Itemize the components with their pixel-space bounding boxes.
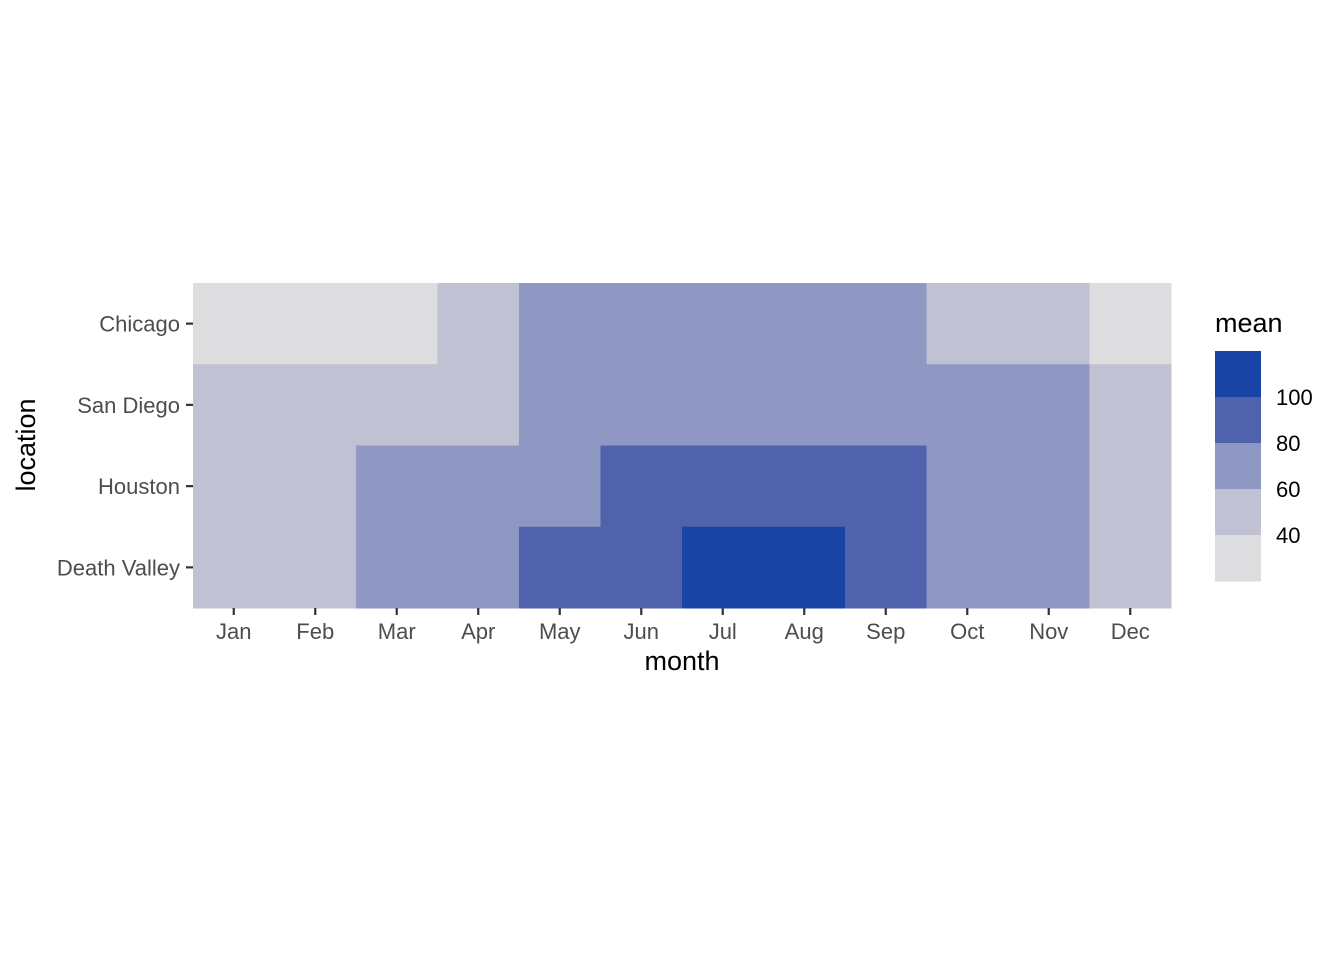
heatmap-cell-houston-nov [1008,445,1090,528]
legend-key [1215,443,1261,490]
heatmap-cell-death-valley-mar [356,526,438,609]
y-tick-label: Death Valley [57,555,180,580]
heatmap-cell-san-diego-apr [437,364,520,446]
heatmap-cell-san-diego-jun [600,364,683,446]
heatmap-cell-houston-apr [437,445,520,528]
x-tick-label: Jan [216,619,251,644]
heatmap-cell-chicago-mar [356,283,438,365]
heatmap-cell-chicago-aug [763,283,846,365]
legend-label: 40 [1276,523,1300,548]
x-tick-label: Mar [378,619,416,644]
legend-key [1215,351,1261,398]
legend: mean 100 80 60 40 [1215,308,1313,582]
heatmap-cell-death-valley-oct [926,526,1009,609]
heatmap-cell-death-valley-sep [845,526,927,609]
heatmap-cell-houston-aug [763,445,846,528]
heatmap-cell-houston-sep [845,445,927,528]
heatmap-cells [193,283,1172,609]
heatmap-cell-san-diego-oct [926,364,1009,446]
heatmap-cell-chicago-feb [274,283,357,365]
heatmap-cell-san-diego-aug [763,364,846,446]
heatmap-cell-houston-jul [682,445,764,528]
legend-label: 60 [1276,477,1300,502]
x-axis-title: month [644,646,719,676]
heatmap-cell-death-valley-feb [274,526,357,609]
y-axis-title: location [11,398,41,491]
heatmap-cell-death-valley-jun [600,526,683,609]
heatmap-cell-chicago-sep [845,283,927,365]
heatmap-cell-houston-may [519,445,601,528]
heatmap-cell-chicago-apr [437,283,520,365]
heatmap-cell-san-diego-mar [356,364,438,446]
heatmap-cell-san-diego-dec [1089,364,1172,446]
x-tick-label: Jun [624,619,659,644]
heatmap-cell-chicago-dec [1089,283,1172,365]
heatmap-cell-houston-dec [1089,445,1172,528]
heatmap-cell-san-diego-feb [274,364,357,446]
y-axis: Chicago San Diego Houston Death Valley [57,312,193,580]
heatmap-cell-chicago-jan [193,283,275,365]
x-tick-label: Nov [1029,619,1068,644]
legend-label: 80 [1276,431,1300,456]
heatmap-cell-chicago-jun [600,283,683,365]
legend-title: mean [1215,308,1283,338]
legend-label: 100 [1276,385,1313,410]
x-tick-label: Apr [461,619,495,644]
heatmap-cell-death-valley-jul [682,526,764,609]
x-tick-label: Feb [296,619,334,644]
heatmap-cell-san-diego-jul [682,364,764,446]
x-tick-label: Jul [709,619,737,644]
legend-key [1215,489,1261,536]
x-tick-label: Oct [950,619,984,644]
x-tick-label: Dec [1111,619,1150,644]
heatmap-cell-houston-jun [600,445,683,528]
x-tick-label: Aug [785,619,824,644]
legend-keys [1215,351,1261,582]
heatmap-cell-death-valley-jan [193,526,275,609]
heatmap-cell-san-diego-nov [1008,364,1090,446]
heatmap-cell-death-valley-apr [437,526,520,609]
heatmap-cell-san-diego-may [519,364,601,446]
heatmap-cell-death-valley-dec [1089,526,1172,609]
heatmap-cell-san-diego-sep [845,364,927,446]
legend-key [1215,535,1261,582]
x-axis: Jan Feb Mar Apr May Jun Jul Aug Sep Oct Nov Dec [216,608,1150,644]
heatmap-cell-chicago-oct [926,283,1009,365]
heatmap-cell-houston-oct [926,445,1009,528]
x-tick-label: Sep [866,619,905,644]
heatmap-cell-chicago-nov [1008,283,1090,365]
legend-labels: 100 80 60 40 [1276,385,1313,548]
y-tick-label: Chicago [99,312,180,337]
heatmap-cell-houston-feb [274,445,357,528]
y-tick-label: San Diego [77,393,180,418]
heatmap-cell-death-valley-may [519,526,601,609]
heatmap-cell-death-valley-aug [763,526,846,609]
heatmap-cell-san-diego-jan [193,364,275,446]
heatmap-cell-houston-jan [193,445,275,528]
heatmap-cell-houston-mar [356,445,438,528]
heatmap-cell-death-valley-nov [1008,526,1090,609]
x-tick-label: May [539,619,581,644]
y-tick-label: Houston [98,474,180,499]
legend-key [1215,397,1261,444]
heatmap-cell-chicago-jul [682,283,764,365]
heatmap-cell-chicago-may [519,283,601,365]
